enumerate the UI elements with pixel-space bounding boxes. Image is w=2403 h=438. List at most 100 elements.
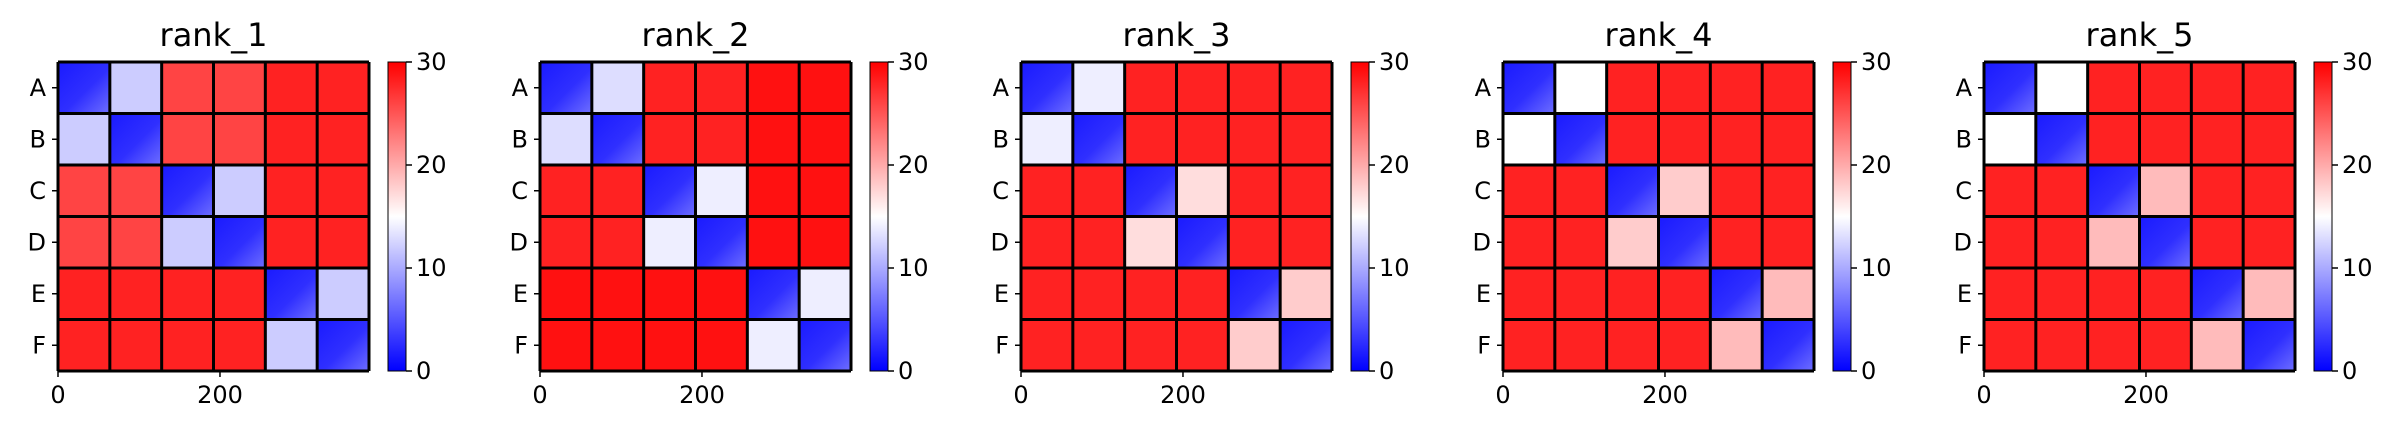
heatmap-cell bbox=[2243, 113, 2295, 165]
heatmap-cell bbox=[2035, 216, 2088, 268]
heatmap-cell bbox=[109, 216, 162, 268]
heatmap-cell bbox=[1606, 165, 1659, 217]
heatmap-cell bbox=[1984, 165, 2036, 217]
heatmap-cell bbox=[1228, 216, 1281, 268]
heatmap-cell bbox=[1606, 268, 1659, 320]
heatmap-cell bbox=[2191, 319, 2244, 371]
panel-title: rank_1 bbox=[160, 16, 268, 54]
y-tick-label: F bbox=[1958, 331, 1972, 359]
heatmap-cell bbox=[643, 216, 696, 268]
y-tick-label: E bbox=[994, 280, 1009, 308]
heatmap-cell bbox=[2035, 165, 2088, 217]
heatmap-cell bbox=[1280, 113, 1332, 165]
x-tick-label: 200 bbox=[679, 381, 725, 409]
heatmap-cell bbox=[1176, 216, 1229, 268]
heatmap-cell bbox=[1554, 62, 1607, 114]
heatmap-cell bbox=[1124, 216, 1177, 268]
heatmap-cell bbox=[213, 319, 266, 371]
heatmap-cell bbox=[1124, 319, 1177, 371]
y-tick-label: E bbox=[1957, 280, 1972, 308]
y-tick-label: F bbox=[995, 331, 1009, 359]
heatmap-cell bbox=[317, 62, 369, 114]
heatmap-cell bbox=[1124, 165, 1177, 217]
y-tick-label: B bbox=[1475, 125, 1491, 153]
y-tick-label: A bbox=[993, 74, 1010, 102]
y-tick-label: A bbox=[1475, 74, 1492, 102]
heatmap-cell bbox=[213, 216, 266, 268]
colorbar-tick-label: 10 bbox=[898, 254, 929, 282]
heatmap-cell bbox=[1503, 62, 1555, 114]
heatmap-cell bbox=[1280, 165, 1332, 217]
colorbar-tick-label: 0 bbox=[2342, 357, 2357, 385]
panel-title: rank_5 bbox=[2086, 16, 2194, 54]
colorbar-tick-label: 0 bbox=[416, 357, 431, 385]
heatmap-cell bbox=[213, 113, 266, 165]
y-tick-label: C bbox=[992, 177, 1009, 205]
heatmap-cell bbox=[1228, 113, 1281, 165]
heatmap-cell bbox=[2243, 216, 2295, 268]
colorbar-tick-label: 30 bbox=[898, 48, 929, 76]
y-tick-label: A bbox=[1956, 74, 1973, 102]
y-tick-label: C bbox=[29, 177, 46, 205]
heatmap-cell bbox=[1554, 113, 1607, 165]
heatmap-cell bbox=[540, 216, 592, 268]
heatmap-cell bbox=[591, 319, 644, 371]
heatmap-cell bbox=[2191, 268, 2244, 320]
heatmap-cell bbox=[2243, 62, 2295, 114]
heatmap-cell bbox=[58, 113, 110, 165]
heatmap-cell bbox=[1554, 268, 1607, 320]
x-tick-label: 200 bbox=[1642, 381, 1688, 409]
heatmap-cell bbox=[1228, 268, 1281, 320]
heatmap-cell bbox=[109, 165, 162, 217]
heatmap-cell bbox=[2191, 216, 2244, 268]
heatmap-cell bbox=[161, 268, 214, 320]
colorbar-tick-label: 0 bbox=[898, 357, 913, 385]
heatmap-cell bbox=[213, 62, 266, 114]
heatmap-cell bbox=[591, 113, 644, 165]
heatmap-cell bbox=[1762, 62, 1814, 114]
colorbar bbox=[2313, 61, 2333, 372]
colorbar bbox=[1350, 61, 1370, 372]
heatmap-cell bbox=[591, 268, 644, 320]
colorbar-tick-label: 10 bbox=[416, 254, 447, 282]
heatmap-cell bbox=[1021, 319, 1073, 371]
heatmap-cell bbox=[2035, 319, 2088, 371]
heatmap-cell bbox=[1606, 319, 1659, 371]
heatmap-cell bbox=[1762, 268, 1814, 320]
heatmap-cell bbox=[213, 268, 266, 320]
y-tick-label: D bbox=[510, 228, 528, 256]
heatmap-cell bbox=[1021, 62, 1073, 114]
heatmap-cell bbox=[643, 319, 696, 371]
heatmap-cell bbox=[1984, 62, 2036, 114]
y-tick-label: C bbox=[1955, 177, 1972, 205]
heatmap-cell bbox=[317, 319, 369, 371]
heatmap-cell bbox=[265, 113, 318, 165]
heatmap-cell bbox=[695, 62, 748, 114]
heatmap-cell bbox=[1072, 62, 1125, 114]
heatmap-cell bbox=[58, 62, 110, 114]
heatmap-cell bbox=[1072, 113, 1125, 165]
y-tick-label: E bbox=[513, 280, 528, 308]
heatmap-cell bbox=[1124, 62, 1177, 114]
heatmap-cell bbox=[1228, 165, 1281, 217]
panel-title: rank_3 bbox=[1123, 16, 1231, 54]
heatmap-cell bbox=[1710, 268, 1763, 320]
heatmap-cell bbox=[643, 165, 696, 217]
heatmap-cell bbox=[643, 268, 696, 320]
y-tick-label: F bbox=[32, 331, 46, 359]
heatmap-cell bbox=[2087, 319, 2140, 371]
heatmap-cell bbox=[1658, 319, 1711, 371]
heatmap-cell bbox=[591, 165, 644, 217]
heatmap-cell bbox=[2139, 319, 2192, 371]
heatmap-cell bbox=[799, 268, 851, 320]
heatmap-cell bbox=[109, 62, 162, 114]
heatmap-cell bbox=[1710, 165, 1763, 217]
y-tick-label: B bbox=[1956, 125, 1972, 153]
heatmap-cell bbox=[161, 113, 214, 165]
heatmap-cell bbox=[2139, 62, 2192, 114]
colorbar-tick-label: 20 bbox=[898, 151, 929, 179]
heatmap-cell bbox=[799, 62, 851, 114]
y-tick-label: C bbox=[1474, 177, 1491, 205]
heatmap-cell bbox=[1554, 165, 1607, 217]
